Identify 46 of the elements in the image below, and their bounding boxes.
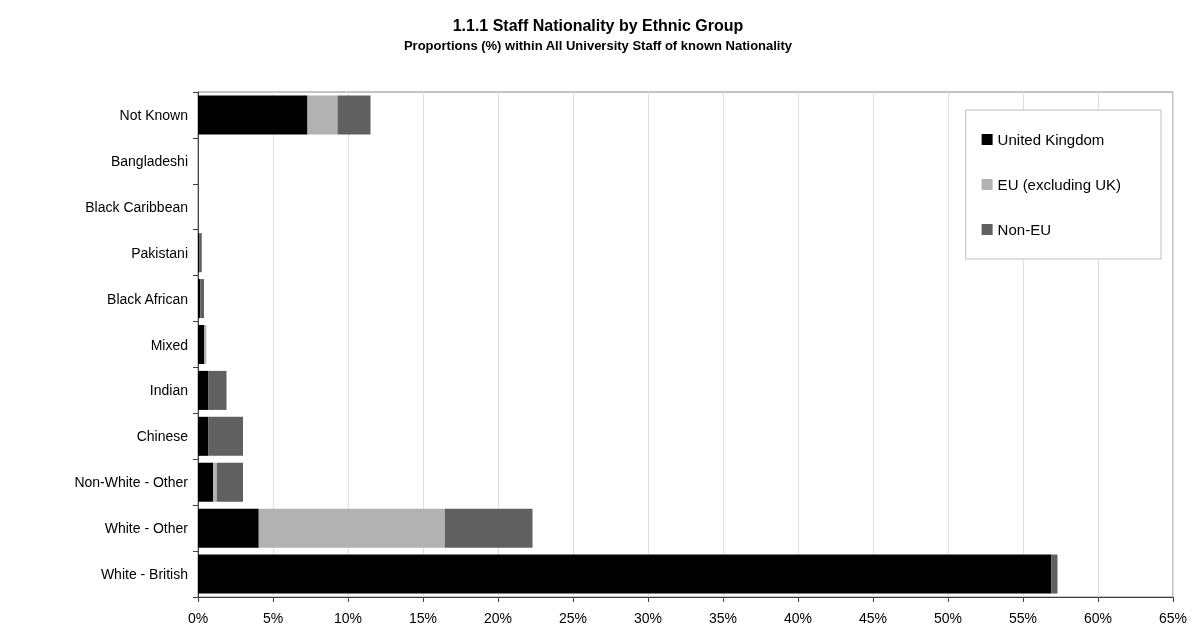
x-tick-label: 65% — [1158, 610, 1188, 626]
y-tick-label: Mixed — [150, 336, 188, 353]
x-tick-label: 50% — [933, 610, 963, 626]
x-tick-label: 60% — [1083, 610, 1113, 626]
bar — [198, 462, 213, 502]
bar — [198, 508, 259, 548]
x-tick-label: 35% — [708, 610, 738, 626]
bar — [1051, 554, 1058, 594]
x-tick-label: 0% — [187, 610, 209, 626]
y-tick-label: Indian — [149, 382, 188, 399]
bar — [198, 370, 209, 410]
x-tick-label: 30% — [633, 610, 663, 626]
y-tick-label: Non-White - Other — [74, 474, 189, 491]
bar — [198, 95, 308, 135]
bar — [198, 554, 1052, 594]
bar — [208, 370, 227, 410]
bar — [337, 95, 371, 135]
legend-label: United Kingdom — [997, 131, 1105, 148]
x-tick-label: 40% — [783, 610, 813, 626]
legend-label: Non-EU — [997, 221, 1051, 238]
y-tick-label: Chinese — [136, 428, 189, 445]
bar — [444, 508, 533, 548]
y-tick-label: Bangladeshi — [110, 152, 188, 169]
bar — [307, 95, 338, 135]
x-tick-label: 45% — [858, 610, 888, 626]
bar — [213, 462, 217, 502]
x-tick-label: 55% — [1008, 610, 1038, 626]
y-tick-label: White - British — [100, 566, 188, 583]
bar — [216, 462, 243, 502]
bar — [198, 416, 209, 456]
bar — [258, 508, 445, 548]
bar — [198, 324, 204, 365]
x-tick-label: 25% — [558, 610, 588, 626]
bar — [208, 416, 243, 456]
y-tick-label: Black Caribbean — [85, 198, 188, 215]
y-tick-label: Not Known — [119, 106, 188, 123]
chart-title: 1.1.1 Staff Nationality by Ethnic Group — [452, 16, 744, 34]
x-tick-label: 10% — [333, 610, 363, 626]
chart-subtitle: Proportions (%) within All University Staff of known Nationality — [403, 38, 793, 53]
x-tick-label: 5% — [262, 610, 284, 626]
legend-label: EU (excluding UK) — [997, 176, 1122, 193]
y-tick-label: Black African — [107, 290, 188, 307]
x-tick-label: 20% — [483, 610, 513, 626]
x-tick-label: 15% — [408, 610, 438, 626]
y-tick-label: Pakistani — [131, 244, 188, 261]
y-tick-label: White - Other — [104, 520, 189, 537]
